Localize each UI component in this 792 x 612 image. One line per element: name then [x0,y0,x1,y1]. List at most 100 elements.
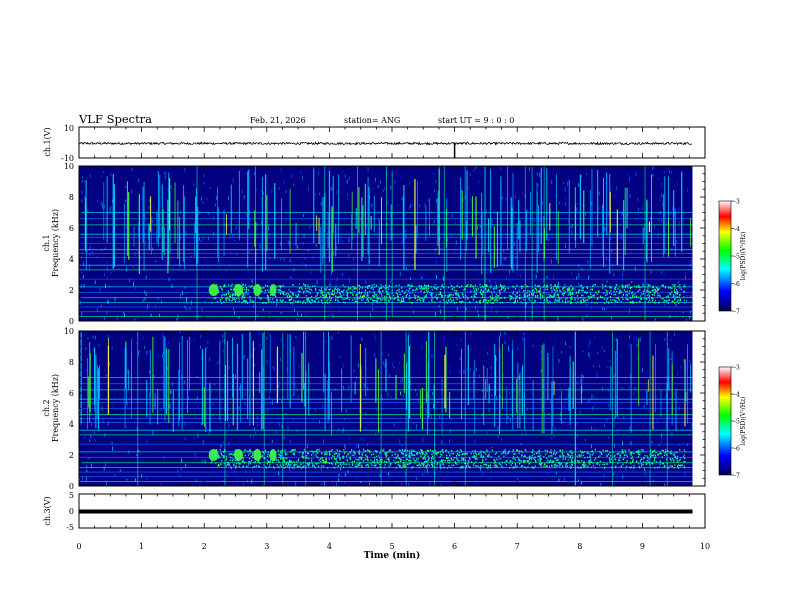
ch2-speckle [212,402,214,407]
ch1-band-speck [400,301,402,303]
ch1-speckle [259,243,261,249]
ch2-speckle [388,353,389,356]
ch1-band-speck [451,285,453,287]
ch1-speckle [289,258,291,263]
ch1-band-speck [525,295,527,297]
ch1-speckle [660,270,662,273]
ch1-band-speck [539,289,541,291]
ch1-band-speck [669,292,671,295]
ch2-speckle [564,341,566,346]
ch1-band-speck [641,293,643,295]
ch2-band-speck [457,460,460,462]
ch2-band-speck [476,465,478,467]
ch1-band-speck [634,285,636,288]
ch2-speckle [208,428,210,433]
ch1-band-speck [528,293,530,295]
ch1-speckle [372,302,374,306]
ch2-speckle [213,383,215,386]
ch1-band-speck [581,287,583,289]
ch1-speckle [495,203,497,207]
ch2-band-speck [534,456,536,458]
ch2-band-speck [638,453,640,456]
ch2-band-speck [225,464,227,467]
ch2-band-speck [535,452,537,455]
ch2-band-speck [227,461,229,464]
ch1-band-speck [609,287,611,289]
ch2-band-speck [413,454,415,457]
ch1-band-speck [313,301,316,303]
ch2-band-speck [408,453,410,455]
ch1-band-speck [556,294,558,296]
ch2-band-speck [284,449,286,451]
ch2-band-speck [302,456,304,459]
ch2-speckle [235,374,236,379]
ch2-speckle [384,363,386,368]
ch1-band-speck [658,287,660,290]
ch2-band-speck [561,452,563,454]
ch1-band-speck [274,294,276,297]
ch1-band-speck [282,292,284,294]
ch2-speckle [449,365,451,368]
ch1-band-speck [676,300,678,303]
ch2-speckle [327,356,329,359]
ch1-speckle [371,203,373,208]
ch2-band-speck [597,462,599,464]
ch2-band-speck [545,453,547,456]
ch2-band-speck [546,449,548,452]
ch2-speckle [413,422,415,425]
ch1-speckle [82,275,84,279]
ch2-speckle [618,459,620,462]
ch2-band-speck [441,460,443,462]
ch1-speckle [405,266,407,271]
ch2-speckle [153,414,155,418]
ch1-speckle [213,281,215,286]
ch2-band-speck [443,459,445,462]
ch1-speckle [89,253,91,256]
ch2-band-speck [330,450,332,452]
ch1-band-speck [359,297,361,300]
ch2-band-speck [516,456,518,458]
ch2-band-speck [566,453,568,455]
ch1-band-speck [680,298,682,301]
ch2-band-speck [652,454,654,457]
ch2-band-speck [322,459,324,461]
ch2-band-speck [487,467,489,469]
ch1-band-speck [409,301,411,303]
ch1-band-speck [509,295,512,297]
ch2-band-speck [539,460,542,462]
ch2-band-speck [311,458,313,460]
ch1-speckle [105,272,107,275]
ch2-speckle [181,458,182,463]
ch2-band-speck [422,452,424,455]
ch2-band-speck [474,465,476,467]
ch2-band-speck [578,462,580,464]
ch1-band-speck [548,293,550,296]
ch1-band-speck [492,297,494,299]
ch2-band-speck [645,461,647,464]
ch1-speckle [110,206,112,209]
ch2-speckle [365,412,367,417]
ch1-band-speck [352,294,354,297]
ch2-speckle [136,342,137,345]
ch1-speckle [309,225,311,229]
ch1-speckle [610,316,612,320]
ch2-band-speck [571,463,573,466]
ch1-band-speck [379,301,381,304]
ch1-band-speck [399,293,401,296]
ch1-speckle [213,231,215,236]
ch2-band-speck [551,464,553,467]
ch2-band-speck [334,452,336,455]
ch2-speckle [252,375,254,379]
ch2-speckle [196,375,198,378]
ch2-speckle [247,462,249,467]
ch2-band-speck [504,461,506,464]
ch2-speckle [429,481,431,486]
ch2-band-speck [218,464,220,467]
ch1-band-speck [283,291,285,293]
ch1-speckle [643,302,645,306]
ch2-speckle [177,469,179,473]
ch1-band-speck [238,300,240,303]
ch1-band-speck [560,297,562,300]
ch1-speckle [674,247,676,250]
ch2-band-speck [426,465,428,467]
